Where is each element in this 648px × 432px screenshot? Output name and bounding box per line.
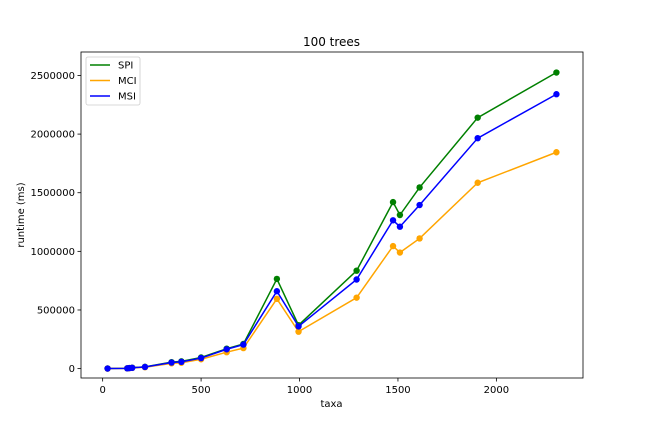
data-point xyxy=(474,179,481,186)
y-axis-ticks: 0 500000 1000000 1500000 2000000 2500000 xyxy=(30,71,81,375)
x-axis-label: taxa xyxy=(320,399,342,410)
data-point xyxy=(223,346,230,353)
data-point xyxy=(553,149,560,156)
data-point xyxy=(273,275,281,283)
data-point xyxy=(416,235,423,242)
x-tick-label: 1500 xyxy=(385,385,410,396)
data-point xyxy=(168,359,175,366)
legend-items: SPI MCI MSI xyxy=(90,61,137,103)
y-tick-label: 1500000 xyxy=(30,188,75,199)
data-point xyxy=(474,134,481,142)
series-msi xyxy=(104,91,560,372)
data-point xyxy=(396,249,404,256)
data-point xyxy=(197,354,205,362)
data-point xyxy=(353,267,360,274)
data-point xyxy=(353,276,360,283)
y-tick-label: 2500000 xyxy=(30,71,75,82)
data-point xyxy=(353,294,360,301)
data-point xyxy=(295,328,302,335)
data-point xyxy=(104,365,111,372)
data-point xyxy=(295,323,302,330)
legend-label: MSI xyxy=(118,92,136,103)
data-point xyxy=(553,69,560,76)
data-point xyxy=(178,358,185,366)
y-tick-label: 0 xyxy=(69,364,75,375)
data-point xyxy=(141,363,149,371)
legend-label: MCI xyxy=(118,76,137,87)
y-axis-label: runtime (ms) xyxy=(16,182,27,247)
x-axis-ticks: 0 500 1000 1500 2000 xyxy=(99,378,509,396)
axes-frame xyxy=(80,51,584,379)
series-layer xyxy=(104,69,560,372)
x-tick-label: 0 xyxy=(99,385,105,396)
data-point xyxy=(273,288,281,295)
x-tick-label: 500 xyxy=(192,385,211,396)
x-tick-label: 2000 xyxy=(484,385,509,396)
data-point xyxy=(416,201,423,209)
data-point xyxy=(389,217,397,224)
data-point xyxy=(273,295,281,303)
x-tick-label: 1000 xyxy=(287,385,312,396)
data-point xyxy=(240,341,247,348)
data-point xyxy=(389,198,397,206)
data-point xyxy=(396,223,404,230)
data-point xyxy=(416,184,423,191)
data-point xyxy=(396,211,404,219)
y-tick-label: 500000 xyxy=(37,305,75,316)
data-point xyxy=(389,242,397,250)
legend: SPI MCI MSI xyxy=(85,56,141,106)
y-tick-label: 1000000 xyxy=(30,247,75,258)
chart-title: 100 trees xyxy=(303,35,360,49)
plot-area xyxy=(80,51,584,379)
y-tick-label: 2000000 xyxy=(30,130,75,141)
data-point xyxy=(553,91,560,98)
data-point xyxy=(474,114,481,121)
data-point xyxy=(128,364,136,371)
legend-box xyxy=(85,56,141,106)
legend-label: SPI xyxy=(118,61,133,72)
